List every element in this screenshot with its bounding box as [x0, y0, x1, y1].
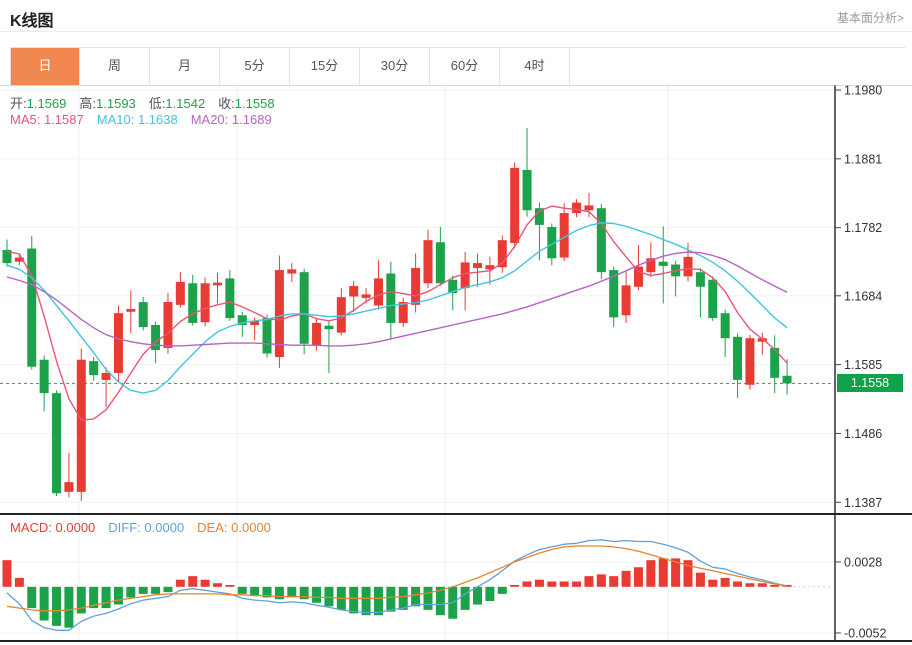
svg-text:1.1782: 1.1782 [844, 221, 882, 235]
current-price-badge: 1.1558 [837, 374, 903, 393]
open-label: 开: [10, 96, 27, 111]
fundamental-analysis-link[interactable]: 基本面分析> [836, 11, 904, 25]
tab-15min[interactable]: 15分 [290, 48, 360, 85]
ma20-value: 1.1689 [231, 112, 272, 127]
svg-text:1.1684: 1.1684 [844, 289, 882, 303]
dea-value: 0.0000 [231, 520, 271, 535]
ma5-label: MA5: [10, 112, 41, 127]
svg-text:1.1585: 1.1585 [844, 358, 882, 372]
tab-week[interactable]: 周 [80, 48, 150, 85]
ma-legend: MA5: 1.1587 MA10: 1.1638 MA20: 1.1689 [10, 112, 272, 127]
close-value: 1.1558 [234, 96, 275, 111]
low-label: 低: [148, 96, 166, 111]
tab-60min[interactable]: 60分 [430, 48, 500, 85]
svg-text:1.1980: 1.1980 [844, 84, 882, 98]
timeframe-tabs: 日 周 月 5分 15分 30分 60分 4时 [10, 47, 905, 86]
high-value: 1.1593 [96, 96, 136, 111]
diff-value: 0.0000 [144, 520, 185, 535]
high-label: 高: [79, 96, 97, 111]
close-label: 收: [218, 96, 235, 111]
svg-text:1.1881: 1.1881 [844, 152, 882, 166]
tab-month[interactable]: 月 [150, 48, 220, 85]
svg-text:1.1387: 1.1387 [844, 496, 882, 510]
page-title: K线图 [10, 13, 54, 30]
svg-text:1.1486: 1.1486 [844, 427, 882, 441]
ma20-label: MA20: [190, 112, 229, 127]
macd-label: MACD: [10, 520, 52, 535]
macd-value: 0.0000 [55, 520, 96, 535]
open-value: 1.1569 [26, 96, 67, 111]
low-value: 1.1542 [165, 96, 206, 111]
macd-legend: MACD: 0.0000 DIFF: 0.0000 DEA: 0.0000 [10, 520, 271, 535]
ohlc-legend: 开:1.1569 高:1.1593 低:1.1542 收:1.1558 [10, 93, 275, 112]
diff-label: DIFF: [108, 520, 141, 535]
header-divider [0, 31, 912, 32]
tab-4hour[interactable]: 4时 [500, 48, 570, 85]
ma10-label: MA10: [96, 112, 135, 127]
dea-label: DEA: [197, 520, 228, 535]
ma5-value: 1.1587 [43, 112, 84, 127]
ma10-value: 1.1638 [137, 112, 178, 127]
tab-30min[interactable]: 30分 [360, 48, 430, 85]
tab-day[interactable]: 日 [10, 48, 80, 85]
svg-text:0.0028: 0.0028 [844, 555, 882, 569]
svg-text:-0.0052: -0.0052 [844, 626, 886, 640]
tab-5min[interactable]: 5分 [220, 48, 290, 85]
